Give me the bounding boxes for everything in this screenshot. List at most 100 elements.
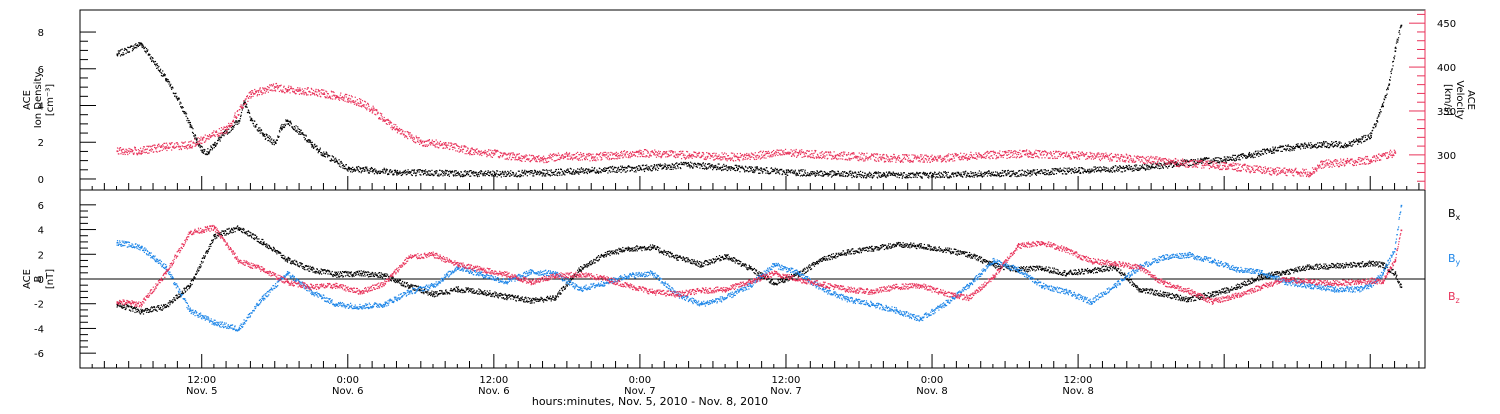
velocity-sample — [179, 149, 180, 150]
velocity-sample — [754, 159, 755, 160]
velocity-sample — [223, 133, 224, 134]
density-sample — [868, 176, 869, 177]
density-sample — [996, 175, 997, 176]
density-sample — [593, 170, 594, 171]
density-sample — [841, 172, 842, 173]
density-sample — [415, 173, 416, 174]
velocity-sample — [424, 141, 425, 142]
density-sample — [1024, 171, 1025, 172]
density-sample — [288, 124, 289, 125]
density-sample — [384, 168, 385, 169]
density-sample — [479, 176, 480, 177]
density-sample — [1367, 138, 1368, 139]
density-sample — [891, 173, 892, 174]
density-sample — [379, 170, 380, 171]
velocity-sample — [721, 159, 722, 160]
density-sample — [1030, 170, 1031, 171]
density-sample — [1371, 133, 1372, 134]
velocity-sample — [191, 147, 192, 148]
density-sample — [1135, 166, 1136, 167]
density-sample — [572, 174, 573, 175]
velocity-sample — [396, 126, 397, 127]
density-sample — [701, 164, 702, 165]
density-sample — [648, 166, 649, 167]
density-sample — [715, 166, 716, 167]
density-sample — [503, 176, 504, 177]
density-sample — [1089, 169, 1090, 170]
density-sample — [445, 174, 446, 175]
density-sample — [584, 172, 585, 173]
velocity-sample — [425, 144, 426, 145]
density-sample — [367, 169, 368, 170]
density-sample — [1340, 142, 1341, 143]
velocity-sample — [410, 132, 411, 133]
velocity-sample — [770, 155, 771, 156]
velocity-sample — [122, 152, 123, 153]
density-sample — [449, 176, 450, 177]
density-sample — [856, 175, 857, 176]
density-sample — [578, 174, 579, 175]
density-sample — [670, 167, 671, 168]
density-sample — [212, 149, 213, 150]
density-sample — [901, 173, 902, 174]
density-sample — [542, 175, 543, 176]
density-sample — [999, 176, 1000, 177]
density-sample — [170, 85, 171, 86]
density-sample — [657, 166, 658, 167]
density-sample — [568, 170, 569, 171]
velocity-sample — [558, 153, 559, 154]
density-sample — [1109, 171, 1110, 172]
density-sample — [495, 174, 496, 175]
density-sample — [428, 170, 429, 171]
velocity-sample — [705, 157, 706, 158]
density-sample — [467, 172, 468, 173]
density-sample — [339, 163, 340, 164]
density-sample — [970, 176, 971, 177]
density-sample — [1401, 26, 1402, 27]
density-sample — [1201, 159, 1202, 160]
density-sample — [272, 144, 273, 145]
density-sample — [1398, 39, 1399, 40]
velocity-sample — [574, 158, 575, 159]
velocity-sample — [218, 135, 219, 136]
velocity-sample — [578, 160, 579, 161]
density-sample — [331, 158, 332, 159]
velocity-sample — [215, 136, 216, 137]
velocity-sample — [219, 128, 220, 129]
density-sample — [578, 172, 579, 173]
velocity-sample — [330, 98, 331, 99]
density-sample — [510, 170, 511, 171]
density-sample — [840, 175, 841, 176]
density-sample — [1218, 157, 1219, 158]
velocity-sample — [323, 94, 324, 95]
velocity-sample — [742, 159, 743, 160]
density-sample — [325, 154, 326, 155]
velocity-sample — [288, 87, 289, 88]
velocity-sample — [763, 151, 764, 152]
velocity-sample — [641, 154, 642, 155]
density-sample — [654, 164, 655, 165]
velocity-sample — [509, 157, 510, 158]
velocity-sample — [584, 158, 585, 159]
velocity-sample — [614, 158, 615, 159]
velocity-sample — [767, 153, 768, 154]
velocity-sample — [289, 92, 290, 93]
velocity-tick-label: 300 — [1437, 151, 1456, 162]
velocity-point — [372, 109, 374, 111]
density-sample — [1101, 167, 1102, 168]
density-sample — [1262, 149, 1263, 150]
velocity-sample — [638, 152, 639, 153]
velocity-sample — [349, 95, 350, 96]
velocity-sample — [731, 152, 732, 153]
density-sample — [286, 124, 287, 125]
velocity-sample — [610, 154, 611, 155]
velocity-sample — [586, 154, 587, 155]
velocity-sample — [670, 152, 671, 153]
density-sample — [523, 175, 524, 176]
density-sample — [717, 166, 718, 167]
density-sample — [1234, 155, 1235, 156]
density-sample — [1365, 137, 1366, 138]
density-sample — [1159, 168, 1160, 169]
density-sample — [1271, 151, 1272, 152]
density-sample — [184, 111, 185, 112]
